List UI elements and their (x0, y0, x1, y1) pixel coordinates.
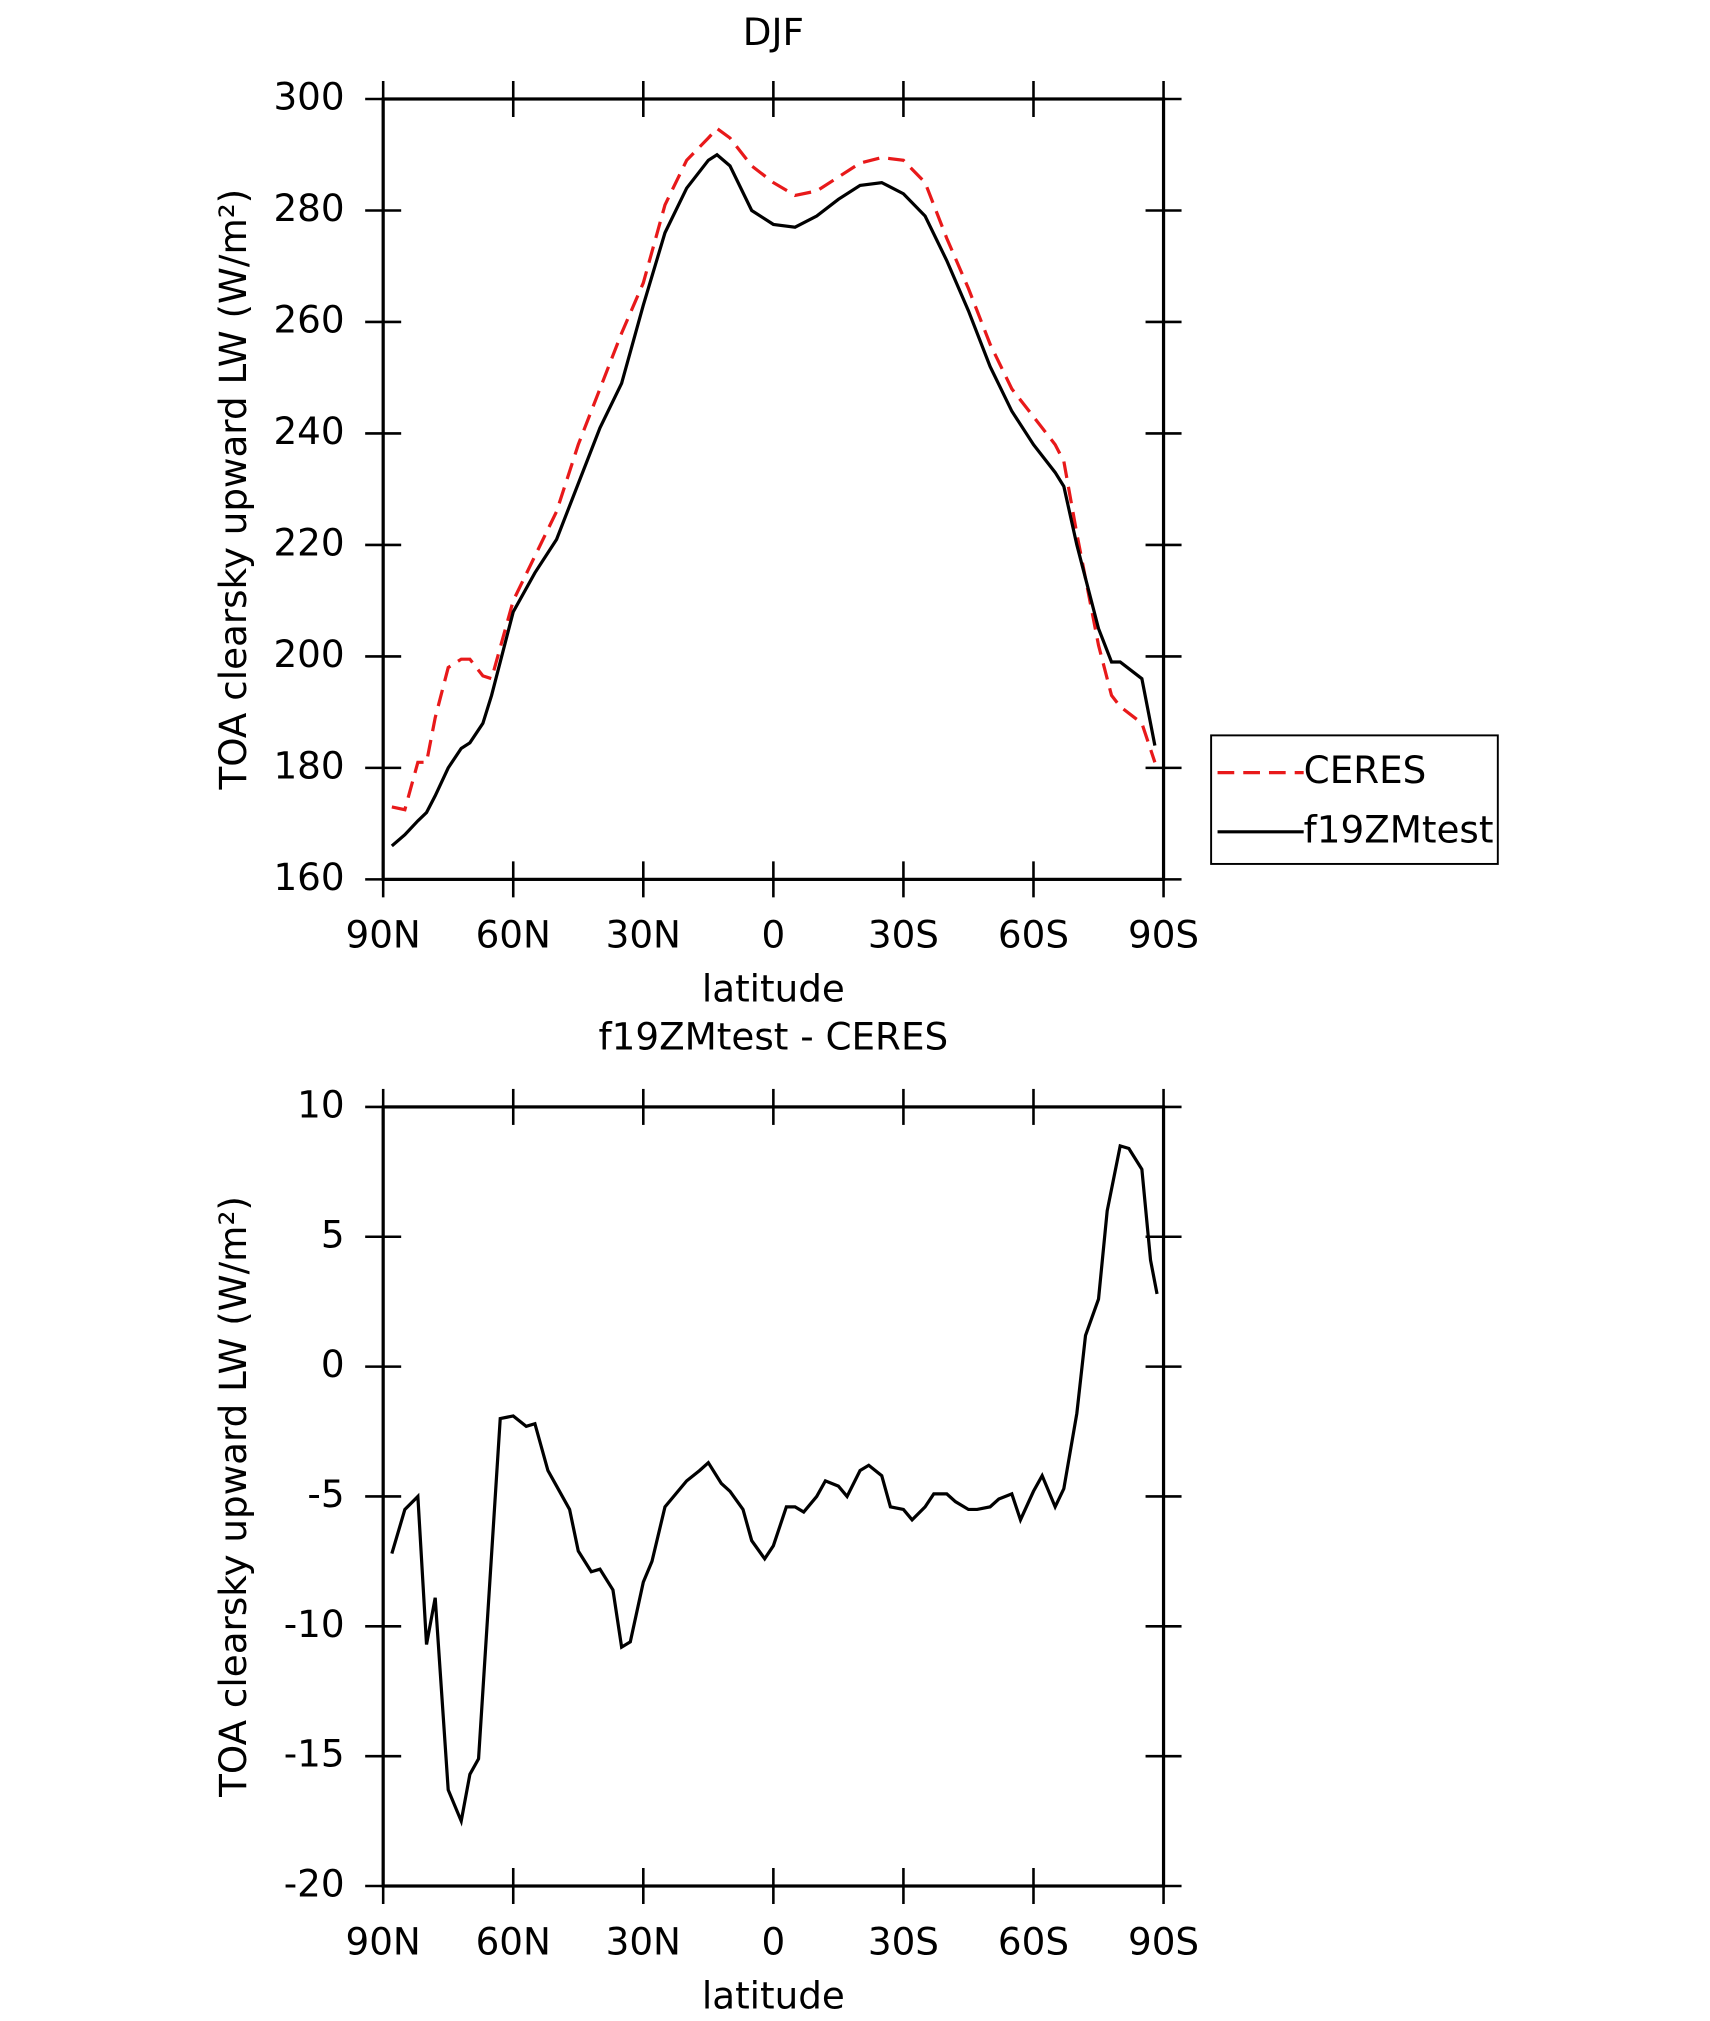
y-tick-label: 220 (273, 520, 344, 564)
y-tick-label: 160 (273, 855, 344, 899)
y-axis-label: TOA clearsky upward LW (W/m²) (211, 1196, 255, 1798)
x-tick-label: 30N (606, 1919, 681, 1963)
x-tick-label: 90N (346, 913, 421, 957)
y-tick-label: 10 (297, 1082, 344, 1126)
x-tick-label: 0 (762, 913, 786, 957)
data-line (390, 152, 1157, 848)
x-tick-label: 0 (762, 1919, 786, 1963)
x-tick-label: 90S (1128, 1919, 1199, 1963)
legend-box (1210, 734, 1499, 865)
legend-label: CERES (1304, 748, 1427, 792)
y-tick-label: -15 (284, 1732, 345, 1776)
x-tick-label: 60N (476, 913, 551, 957)
plot-frame (381, 1105, 1166, 1888)
y-tick-label: 180 (273, 743, 344, 787)
chart-title: DJF (743, 10, 804, 54)
y-tick-label: 260 (273, 297, 344, 341)
x-axis-label: latitude (702, 967, 845, 1011)
y-tick-label: 5 (321, 1212, 345, 1256)
x-tick-label: 60N (476, 1919, 551, 1963)
y-tick-label: 0 (321, 1342, 345, 1386)
legend-label: f19ZMtest (1304, 807, 1494, 851)
x-tick-label: 30S (868, 1919, 939, 1963)
x-tick-label: 30S (868, 913, 939, 957)
y-axis-label: TOA clearsky upward LW (W/m²) (211, 189, 255, 791)
y-tick-label: -20 (284, 1862, 345, 1906)
data-line (390, 1143, 1159, 1827)
y-tick-label: -10 (284, 1602, 345, 1646)
y-tick-label: 200 (273, 632, 344, 676)
x-tick-label: 30N (606, 913, 681, 957)
chart-title: f19ZMtest - CERES (599, 1014, 949, 1058)
x-tick-label: 90S (1128, 913, 1199, 957)
x-tick-label: 60S (998, 1919, 1069, 1963)
x-tick-label: 90N (346, 1919, 421, 1963)
x-tick-label: 60S (998, 913, 1069, 957)
plot-frame (381, 97, 1166, 881)
x-axis-label: latitude (702, 1973, 845, 2017)
y-tick-label: -5 (307, 1472, 344, 1516)
y-tick-label: 280 (273, 186, 344, 230)
y-tick-label: 300 (273, 74, 344, 118)
y-tick-label: 240 (273, 409, 344, 453)
data-line (391, 126, 1157, 812)
